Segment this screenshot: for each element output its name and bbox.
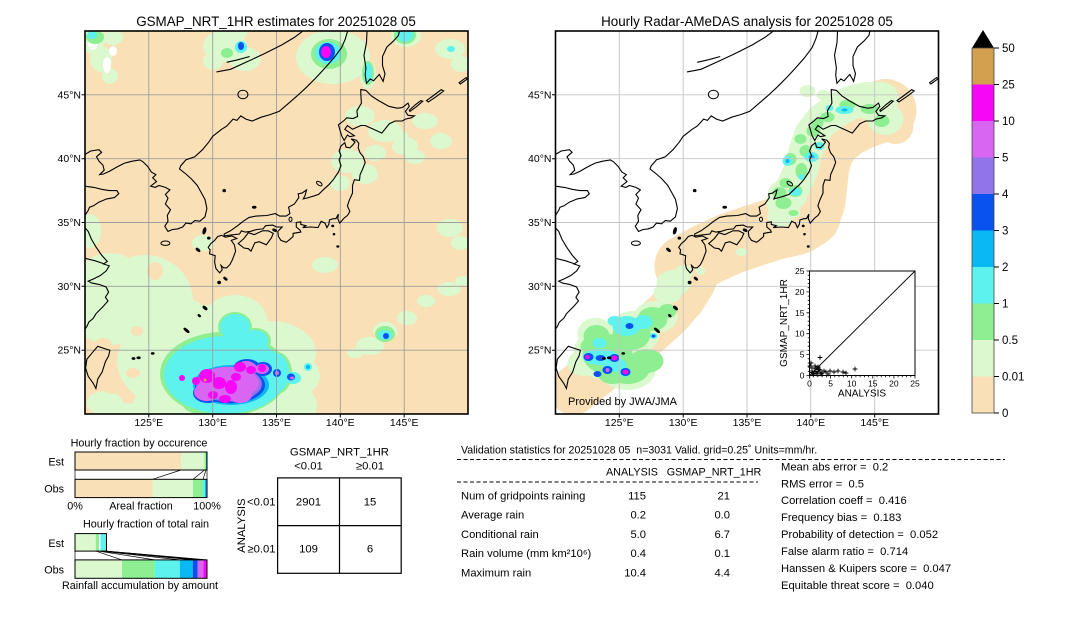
svg-text:Rainfall accumulation by amoun: Rainfall accumulation by amount [62, 580, 218, 592]
svg-text:15: 15 [364, 497, 377, 509]
svg-text:0.5: 0.5 [1002, 335, 1018, 347]
svg-text:21: 21 [718, 491, 730, 503]
svg-text:0.1: 0.1 [714, 548, 730, 560]
svg-text:4.4: 4.4 [714, 567, 730, 579]
svg-text:Est: Est [48, 538, 64, 550]
svg-text:25°N: 25°N [58, 345, 81, 357]
svg-text:145°E: 145°E [860, 417, 889, 429]
svg-text:135°E: 135°E [733, 417, 762, 429]
svg-text:Mean abs error = 0.2: Mean abs error = 0.2 [781, 461, 888, 473]
svg-text:GSMAP_NRT_1HR: GSMAP_NRT_1HR [779, 279, 790, 367]
svg-text:RMS error = 0.5: RMS error = 0.5 [781, 478, 864, 490]
svg-text:40°N: 40°N [528, 153, 551, 165]
svg-text:140°E: 140°E [796, 417, 825, 429]
svg-text:145°E: 145°E [390, 417, 419, 429]
svg-text:0: 0 [1002, 408, 1008, 420]
svg-text:5.0: 5.0 [630, 529, 646, 541]
svg-text:ANALYSIS: ANALYSIS [838, 389, 886, 400]
svg-text:2901: 2901 [296, 497, 321, 509]
svg-text:45°N: 45°N [528, 89, 551, 101]
svg-text:10: 10 [1002, 116, 1015, 128]
svg-text:Probability of detection = 0.: Probability of detection = 0.052 [781, 529, 938, 541]
svg-text:100%: 100% [193, 501, 221, 513]
svg-text:≥0.01: ≥0.01 [247, 544, 275, 556]
svg-text:40°N: 40°N [58, 153, 81, 165]
svg-text:Equitable threat score = 0.04: Equitable threat score = 0.040 [781, 580, 934, 592]
svg-text:115: 115 [628, 491, 646, 503]
svg-text:25: 25 [910, 379, 920, 389]
svg-text:Hourly fraction by occurence: Hourly fraction by occurence [71, 438, 208, 450]
svg-text:2: 2 [1002, 262, 1008, 274]
svg-text:0.0: 0.0 [714, 510, 730, 522]
svg-text:Hourly Radar-AMeDAS analysis f: Hourly Radar-AMeDAS analysis for 2025102… [601, 14, 893, 29]
svg-text:Num of gridpoints raining: Num of gridpoints raining [461, 491, 585, 503]
svg-text:0: 0 [807, 379, 812, 389]
svg-text:50: 50 [1002, 43, 1015, 55]
svg-text:45°N: 45°N [58, 89, 81, 101]
svg-text:140°E: 140°E [326, 417, 355, 429]
svg-text:125°E: 125°E [605, 417, 634, 429]
svg-text:20: 20 [889, 379, 899, 389]
svg-text:Obs: Obs [44, 484, 64, 496]
svg-text:0: 0 [800, 371, 805, 381]
svg-text:109: 109 [299, 544, 318, 556]
svg-text:<0.01: <0.01 [247, 497, 276, 509]
svg-text:GSMAP_NRT_1HR: GSMAP_NRT_1HR [667, 467, 762, 479]
svg-text:0.2: 0.2 [630, 510, 646, 522]
svg-text:GSMAP_NRT_1HR: GSMAP_NRT_1HR [290, 447, 389, 459]
svg-text:Areal fraction: Areal fraction [109, 501, 173, 513]
svg-text:15: 15 [868, 379, 878, 389]
svg-text:Hourly fraction of total rain: Hourly fraction of total rain [83, 519, 209, 531]
svg-text:1: 1 [1002, 299, 1008, 311]
svg-text:30°N: 30°N [528, 281, 551, 293]
svg-text:135°E: 135°E [262, 417, 291, 429]
svg-text:25: 25 [1002, 80, 1015, 92]
svg-text:5: 5 [828, 379, 833, 389]
svg-text:30°N: 30°N [58, 281, 81, 293]
svg-text:GSMAP_NRT_1HR estimates for 20: GSMAP_NRT_1HR estimates for 20251028 05 [136, 14, 416, 29]
svg-text:125°E: 125°E [134, 417, 163, 429]
svg-text:<0.01: <0.01 [294, 461, 323, 473]
svg-text:130°E: 130°E [198, 417, 227, 429]
svg-text:15: 15 [795, 308, 805, 318]
svg-text:3: 3 [1002, 226, 1008, 238]
svg-text:Maximum rain: Maximum rain [461, 567, 531, 579]
svg-text:4: 4 [1002, 189, 1009, 201]
svg-text:Average rain: Average rain [461, 510, 524, 522]
svg-text:Frequency bias = 0.183: Frequency bias = 0.183 [781, 512, 901, 524]
svg-text:10: 10 [847, 379, 857, 389]
svg-text:Provided by JWA/JMA: Provided by JWA/JMA [568, 396, 678, 408]
svg-text:≥0.01: ≥0.01 [356, 461, 384, 473]
svg-text:25°N: 25°N [528, 345, 551, 357]
svg-text:Correlation coeff = 0.416: Correlation coeff = 0.416 [781, 495, 907, 507]
svg-text:6.7: 6.7 [714, 529, 730, 541]
svg-text:Conditional rain: Conditional rain [461, 529, 539, 541]
svg-text:5: 5 [800, 350, 805, 360]
svg-text:35°N: 35°N [528, 217, 551, 229]
svg-text:0%: 0% [67, 501, 83, 513]
svg-text:False alarm ratio = 0.714: False alarm ratio = 0.714 [781, 546, 908, 558]
svg-text:0.4: 0.4 [630, 548, 646, 560]
svg-text:25: 25 [795, 266, 805, 276]
svg-text:0.01: 0.01 [1002, 372, 1024, 384]
svg-text:Rain volume (mm km²10⁶): Rain volume (mm km²10⁶) [461, 548, 591, 560]
svg-text:Est: Est [48, 457, 64, 469]
svg-text:Obs: Obs [44, 565, 64, 577]
svg-text:5: 5 [1002, 153, 1008, 165]
svg-text:ANALYSIS: ANALYSIS [606, 467, 658, 479]
svg-text:6: 6 [367, 544, 373, 556]
svg-text:130°E: 130°E [669, 417, 698, 429]
svg-text:Validation statistics for 2025: Validation statistics for 20251028 05 n=… [461, 445, 817, 457]
svg-text:ANALYSIS: ANALYSIS [236, 498, 248, 553]
svg-text:20: 20 [795, 287, 805, 297]
svg-text:10: 10 [795, 329, 805, 339]
svg-text:10.4: 10.4 [624, 567, 646, 579]
svg-text:35°N: 35°N [58, 217, 81, 229]
svg-text:Hanssen & Kuipers score = 0.0: Hanssen & Kuipers score = 0.047 [781, 563, 951, 575]
